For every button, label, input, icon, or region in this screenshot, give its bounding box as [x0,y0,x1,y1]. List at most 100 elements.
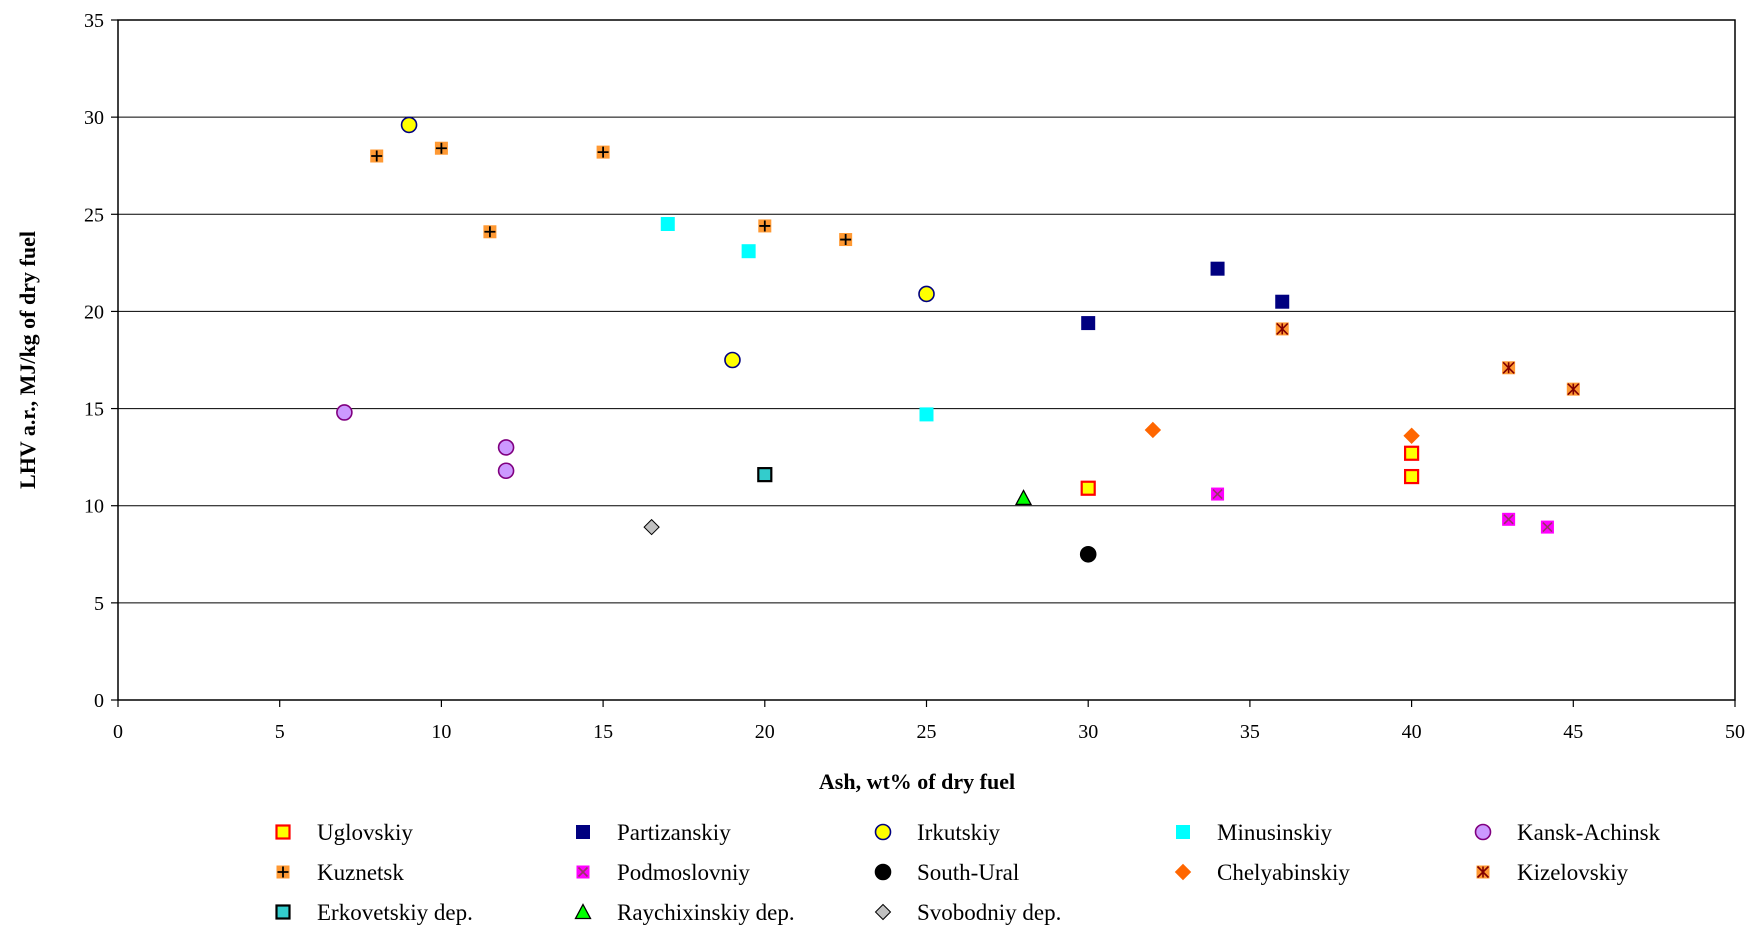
marker-plus [371,150,383,162]
data-point [596,145,610,159]
data-point [1403,427,1420,444]
legend-marker [574,903,592,920]
legend-marker [874,863,892,881]
gridlines [118,116,1735,604]
legend-label: Kansk-Achinsk [1517,820,1661,845]
marker-triangle [1014,489,1033,506]
y-tick-label: 35 [84,10,104,32]
marker-square [1081,316,1096,331]
legend-label: South-Ural [917,860,1019,885]
legend-item: Minusinskiy [1176,820,1333,845]
data-point [918,285,935,303]
legend-marker [874,903,892,921]
marker-circle [724,351,741,369]
series-kuznetsk [370,141,853,247]
legend-marker [874,823,892,841]
marker-diamond [1174,863,1192,881]
marker-square [660,217,675,231]
data-point [1080,480,1096,496]
data-point [1210,261,1225,276]
data-point [336,404,353,421]
data-point [1211,487,1225,501]
marker-diamond [1403,427,1420,444]
legend-item: Chelyabinskiy [1174,860,1350,885]
data-point [1403,468,1420,485]
series-raychixinskiy-dep [1014,489,1033,506]
data-point [434,141,448,155]
plot-area [117,19,1736,701]
y-tick-label: 0 [94,690,104,712]
legend-marker [576,865,590,879]
legend-marker [576,825,590,839]
data-point [724,351,741,369]
legend-label: Minusinskiy [1217,820,1333,845]
marker-circle [400,116,418,134]
legend-label: Svobodniy dep. [917,900,1061,925]
data-point [1275,294,1290,309]
marker-star [1502,361,1515,374]
data-point [1502,361,1516,375]
marker-circle [497,439,515,456]
marker-diamond [1144,421,1162,439]
data-point [1540,520,1554,534]
series-podmoslovniy [1211,487,1554,534]
marker-circle [336,404,353,421]
data-point [1144,421,1162,439]
marker-x [1503,514,1514,525]
y-tick-label: 30 [84,107,104,129]
marker-star [1276,322,1289,335]
y-tick-label: 10 [84,496,104,518]
legend-label: Uglovskiy [317,820,413,845]
series-minusinskiy [660,217,934,422]
data-point [758,219,772,233]
marker-x [1212,488,1223,500]
x-tick-label: 15 [593,721,613,743]
series-erkovetskiy-dep [757,467,773,483]
data-point [400,116,418,134]
legend-item: Kuznetsk [276,860,404,885]
x-tick-label: 40 [1402,721,1422,743]
x-tick-label: 50 [1725,721,1745,743]
legend-marker [1174,863,1192,881]
marker-diamond [874,903,892,921]
marker-star [1567,383,1580,396]
data-point [497,439,515,456]
legend-item: Partizanskiy [576,820,731,845]
x-tick-label: 20 [755,721,775,743]
marker-plus [840,234,852,246]
marker-square [275,904,291,920]
data-point [497,462,515,480]
series-irkutskiy [400,116,935,369]
legend-label: Chelyabinskiy [1217,860,1350,885]
y-tick-label: 25 [84,204,104,226]
x-tick-label: 5 [275,721,285,743]
marker-square [741,244,756,259]
data-point [660,217,675,231]
legend-label: Kizelovskiy [1517,860,1629,885]
marker-plus [597,146,609,158]
series-kansk-achinsk [336,404,515,480]
x-tick-label: 0 [113,721,123,743]
legend-label: Irkutskiy [917,820,1001,845]
marker-star [1476,865,1490,879]
series-uglovskiy [1080,445,1420,496]
data-point [757,467,773,483]
legend-label: Partizanskiy [617,820,731,845]
series-kizelovskiy [1275,322,1580,396]
marker-square [1403,445,1420,461]
marker-circle [1474,823,1492,841]
legend-item: Raychixinskiy dep. [574,900,795,925]
marker-square [275,824,291,840]
legend-label: Podmoslovniy [617,860,750,885]
series-partizanskiy [1081,261,1290,331]
legend-item: Kansk-Achinsk [1474,820,1661,845]
marker-x [1542,522,1553,533]
marker-circle [874,823,892,841]
data-point [1079,545,1097,563]
marker-circle [874,863,892,881]
y-tick-label: 15 [84,399,104,421]
legend-label: Erkovetskiy dep. [317,900,473,925]
legend-label: Raychixinskiy dep. [617,900,795,925]
marker-plus [484,226,496,238]
data-point [919,407,934,422]
